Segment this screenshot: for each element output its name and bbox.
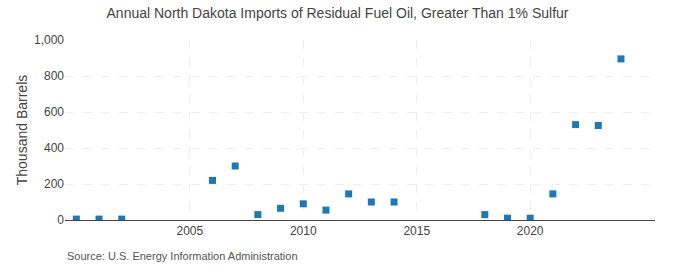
svg-text:Source: U.S. Energy Informatio: Source: U.S. Energy Information Administ… [67,250,298,262]
svg-text:Annual North Dakota Imports of: Annual North Dakota Imports of Residual … [107,5,569,21]
svg-text:0: 0 [57,213,64,227]
svg-text:2015: 2015 [403,224,430,238]
svg-text:200: 200 [44,177,64,191]
svg-text:2005: 2005 [176,224,203,238]
svg-text:400: 400 [44,141,64,155]
svg-text:Thousand Barrels: Thousand Barrels [14,75,30,186]
svg-text:600: 600 [44,105,64,119]
svg-text:1,000: 1,000 [34,33,64,47]
svg-text:800: 800 [44,69,64,83]
svg-text:2020: 2020 [517,224,544,238]
svg-text:2010: 2010 [290,224,317,238]
